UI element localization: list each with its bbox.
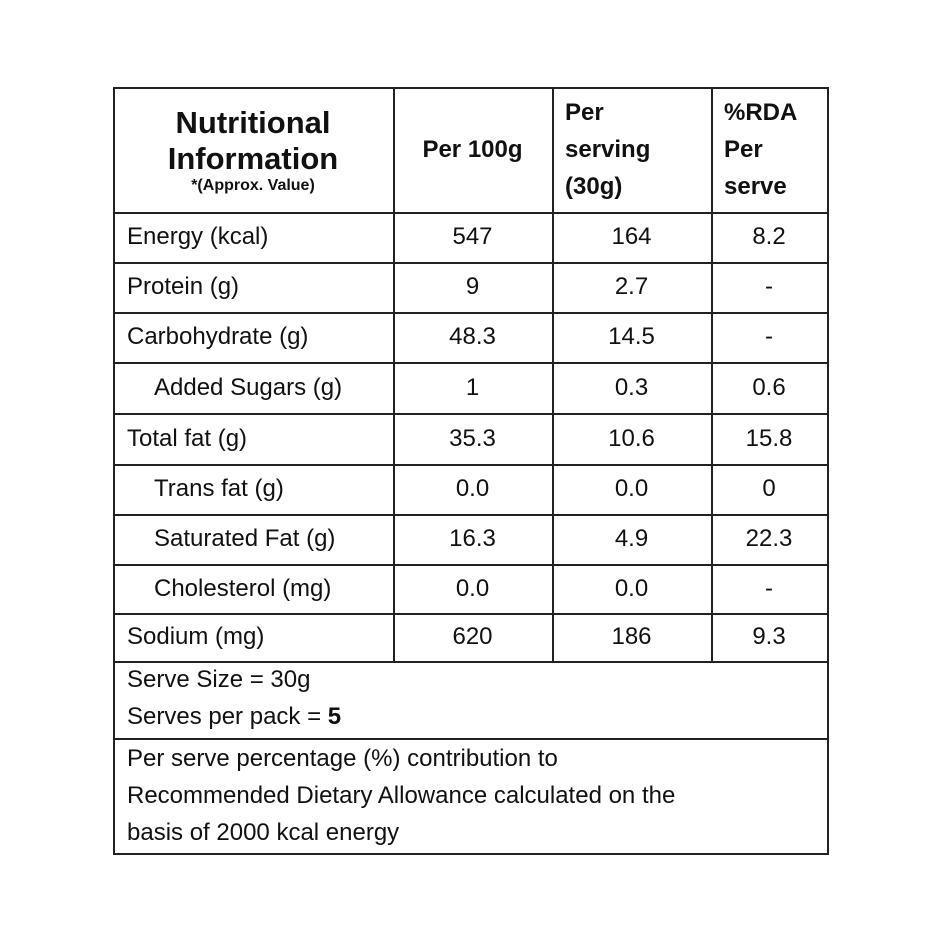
value-cell: 15.8 [711,413,829,466]
value-cell: 22.3 [711,514,829,566]
row-label: Protein (g) [127,273,240,300]
value: 8.2 [752,223,786,250]
row-label-cell: Carbohydrate (g) [113,312,395,364]
value: 10.6 [608,424,655,452]
header-title: Nutritional Information [167,104,339,176]
header-text: Per [565,99,604,126]
value: 0.6 [752,373,786,401]
value: 0.0 [614,475,649,502]
header-text: Per 100g [422,136,523,163]
value-cell: 9.3 [711,613,829,663]
serves-per-pack-value: 5 [327,703,342,730]
row-label: Sodium (mg) [127,623,265,650]
value: 0.0 [455,574,490,602]
row-label: Saturated Fat (g) [154,525,336,552]
value-cell: 2.7 [552,262,713,314]
header-text: serve [724,173,787,200]
header-text: serving [565,136,651,163]
value-cell: 0 [711,464,829,516]
value: 1 [465,373,480,401]
value: 35.3 [449,424,496,452]
header-column: Per serving (30g) [552,87,713,214]
value: 15.8 [745,424,793,452]
value-cell: 0.0 [393,464,554,516]
row-label: Total fat (g) [127,424,248,452]
value-cell: - [711,312,829,364]
serve-size: Serve Size = 30g [127,666,311,693]
value: - [765,273,773,300]
value-cell: 0.0 [393,564,554,615]
value-cell: 14.5 [552,312,713,364]
footnote-line: Recommended Dietary Allowance calculated… [127,782,676,809]
value-cell: 16.3 [393,514,554,566]
value-cell: 8.2 [711,212,829,264]
value-cell: 4.9 [552,514,713,566]
value-cell: 0.3 [552,362,713,415]
value: 4.9 [614,525,649,552]
header-title-cell: Nutritional Information *(Approx. Value) [113,87,395,214]
serves-per-pack-label: Serves per pack = [127,703,322,730]
value-cell: 547 [393,212,554,264]
nutrition-table: Nutritional Information *(Approx. Value) P… [113,87,829,855]
value: 9 [465,273,480,300]
value: 0.0 [614,574,649,602]
value: 22.3 [745,525,793,552]
row-label-cell: Protein (g) [113,262,395,314]
value: 16.3 [449,525,496,552]
header-column: Per 100g [393,87,554,214]
value: 164 [611,223,652,250]
value-cell: - [711,262,829,314]
value: 547 [452,223,493,250]
footnote-line: basis of 2000 kcal energy [127,819,400,846]
value: 14.5 [608,323,655,350]
row-label-cell: Total fat (g) [113,413,395,466]
header-text: Per [724,136,763,163]
value-cell: 10.6 [552,413,713,466]
row-label: Cholesterol (mg) [154,574,332,602]
serve-info-cell: Serve Size = 30g Serves per pack = 5 [113,661,829,740]
row-label-cell: Added Sugars (g) [113,362,395,415]
value: - [765,574,773,602]
header-text: %RDA [724,99,798,126]
value: 9.3 [752,623,786,650]
value: 0.0 [455,475,490,502]
header-text: (30g) [565,173,623,200]
header-note: *(Approx. Value) [191,176,315,194]
value-cell: 0.0 [552,564,713,615]
row-label-cell: Cholesterol (mg) [113,564,395,615]
row-label: Trans fat (g) [154,475,284,502]
value-cell: 164 [552,212,713,264]
value-cell: - [711,564,829,615]
row-label-cell: Saturated Fat (g) [113,514,395,566]
value: 620 [452,623,493,650]
footnote-cell: Per serve percentage (%) contribution to… [113,738,829,855]
value-cell: 0.6 [711,362,829,415]
value: - [765,323,773,350]
value-cell: 620 [393,613,554,663]
row-label-cell: Trans fat (g) [113,464,395,516]
value: 186 [611,623,652,650]
value: 0.3 [614,373,649,401]
value-cell: 1 [393,362,554,415]
row-label-cell: Sodium (mg) [113,613,395,663]
value-cell: 35.3 [393,413,554,466]
value: 48.3 [449,323,496,350]
value: 0 [762,475,776,502]
value-cell: 0.0 [552,464,713,516]
row-label: Energy (kcal) [127,223,269,250]
row-label: Carbohydrate (g) [127,323,309,350]
footnote-line: Per serve percentage (%) contribution to [127,745,558,772]
value-cell: 9 [393,262,554,314]
value-cell: 48.3 [393,312,554,364]
value: 2.7 [614,273,649,300]
header-column: %RDA Per serve [711,87,829,214]
value-cell: 186 [552,613,713,663]
row-label: Added Sugars (g) [154,373,343,401]
serves-per-pack: Serves per pack = 5 [127,698,827,735]
row-label-cell: Energy (kcal) [113,212,395,264]
